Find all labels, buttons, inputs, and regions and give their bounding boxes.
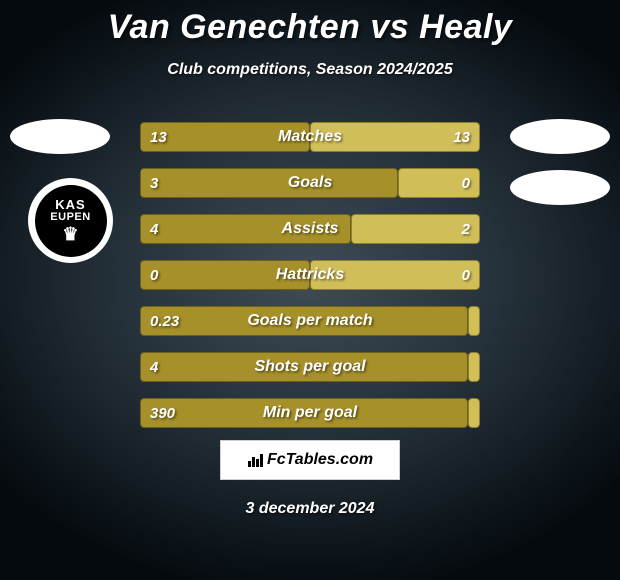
badge-crest-icon: ♛ [62, 225, 78, 243]
bar-track [140, 398, 480, 428]
player1-avatar-placeholder [10, 119, 110, 154]
stat-right-value: 2 [462, 214, 470, 244]
bar-left-segment [140, 260, 310, 290]
page-title: Van Genechten vs Healy [0, 0, 620, 47]
page-subtitle: Club competitions, Season 2024/2025 [0, 61, 620, 79]
content-root: Van Genechten vs Healy Club competitions… [0, 0, 620, 580]
player2-avatar-placeholder [510, 119, 610, 154]
bar-left-segment [140, 214, 351, 244]
stat-row: 1313Matches [140, 122, 480, 152]
comparison-chart: 1313Matches30Goals42Assists00Hattricks0.… [140, 122, 480, 444]
stat-left-value: 13 [150, 122, 167, 152]
stat-left-value: 0.23 [150, 306, 179, 336]
footer-date: 3 december 2024 [0, 500, 620, 518]
bar-track [140, 122, 480, 152]
stat-left-value: 4 [150, 214, 158, 244]
bar-left-segment [140, 398, 468, 428]
stat-right-value: 0 [462, 260, 470, 290]
bar-right-segment [310, 260, 480, 290]
stat-row: 390Min per goal [140, 398, 480, 428]
player2-club-placeholder [510, 170, 610, 205]
bar-left-segment [140, 306, 468, 336]
stat-row: 4Shots per goal [140, 352, 480, 382]
bar-right-segment [351, 214, 480, 244]
club-badge-inner: KAS EUPEN ♛ [35, 185, 107, 257]
bar-track [140, 260, 480, 290]
stat-row: 30Goals [140, 168, 480, 198]
stat-left-value: 3 [150, 168, 158, 198]
stat-left-value: 0 [150, 260, 158, 290]
brand-bars-icon [247, 452, 263, 468]
bar-track [140, 168, 480, 198]
stat-right-value: 13 [453, 122, 470, 152]
bar-track [140, 214, 480, 244]
bar-left-segment [140, 352, 468, 382]
brand-box[interactable]: FcTables.com [220, 440, 400, 480]
bar-track [140, 352, 480, 382]
player1-club-badge: KAS EUPEN ♛ [28, 178, 113, 263]
stat-right-value: 0 [462, 168, 470, 198]
stat-row: 42Assists [140, 214, 480, 244]
badge-line2: EUPEN [50, 212, 90, 223]
bar-right-segment [468, 352, 480, 382]
bar-right-segment [468, 306, 480, 336]
stat-row: 0.23Goals per match [140, 306, 480, 336]
bar-right-segment [468, 398, 480, 428]
bar-left-segment [140, 168, 398, 198]
stat-row: 00Hattricks [140, 260, 480, 290]
brand-text: FcTables.com [267, 451, 373, 469]
badge-line1: KAS [55, 198, 85, 211]
bar-track [140, 306, 480, 336]
stat-left-value: 4 [150, 352, 158, 382]
stat-left-value: 390 [150, 398, 175, 428]
